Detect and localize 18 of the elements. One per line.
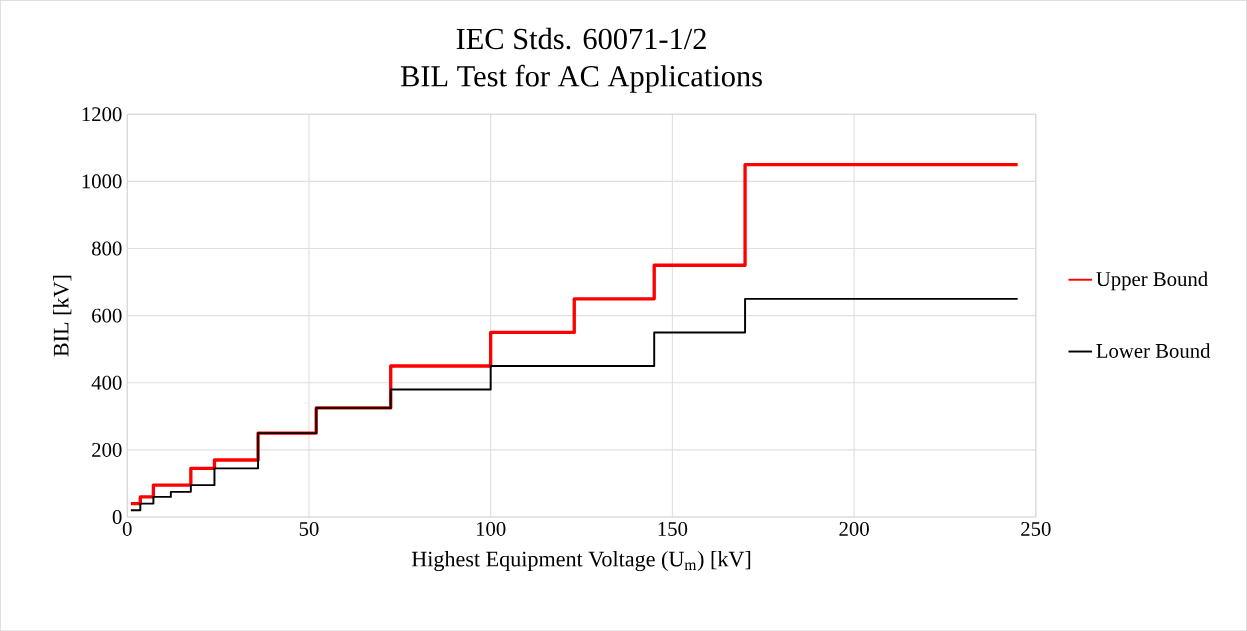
- x-tick-label: 100: [476, 521, 506, 536]
- chart-title: IEC Stds. 60071-1/2 BIL Test for AC Applications: [400, 27, 762, 93]
- x-tick-label: 50: [299, 521, 319, 536]
- y-tick-label: 600: [92, 308, 122, 323]
- x-tick-label: 0: [122, 521, 132, 536]
- legend-label: Upper Bound: [1096, 271, 1208, 291]
- y-tick-label: 200: [92, 442, 122, 457]
- x-tick-label: 200: [839, 521, 869, 536]
- y-tick-label: 1000: [82, 174, 122, 189]
- x-tick-label: 150: [658, 521, 688, 536]
- x-axis-title: Highest Equipment Voltage (U$_{m}$) [kV]: [411, 550, 751, 571]
- y-tick-label: 800: [92, 241, 122, 256]
- y-tick-label: 1200: [82, 107, 122, 122]
- legend-label: Lower Bound: [1096, 343, 1211, 358]
- y-axis-title: BIL [kV]: [53, 275, 72, 357]
- x-tick-label: 250: [1021, 521, 1051, 536]
- y-tick-label: 400: [91, 375, 122, 390]
- y-tick-label: 0: [112, 509, 122, 524]
